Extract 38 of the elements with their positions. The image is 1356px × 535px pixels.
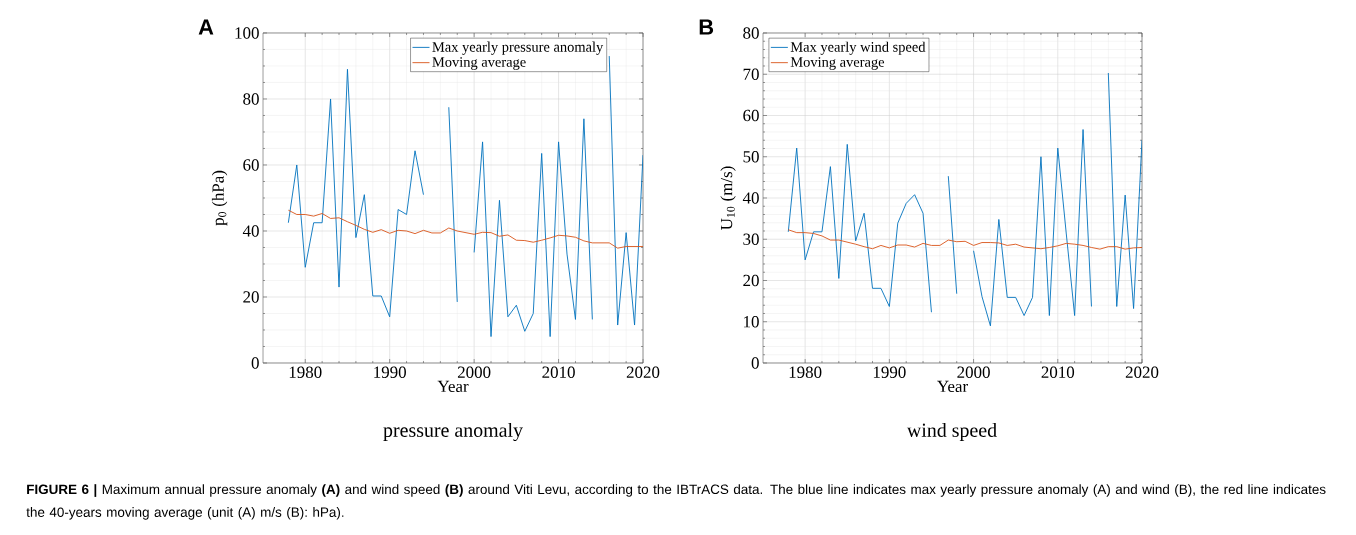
y-tick-label: 40	[742, 192, 759, 204]
x-tick-label: 2000	[957, 366, 990, 378]
x-tick-label: 1990	[873, 366, 906, 378]
y-tick-label: 40	[242, 225, 259, 237]
legend-label: Max yearly wind speed	[790, 41, 926, 55]
y-tick-label: 30	[743, 233, 759, 245]
x-tick-label: 2010	[542, 366, 575, 378]
chart-title: A	[198, 19, 214, 35]
x-tick-label: 1990	[374, 366, 406, 378]
legend-label: Max yearly pressure anomaly	[432, 41, 604, 55]
x-tick-label: 1980	[289, 366, 322, 378]
y-tick-label: 20	[243, 291, 259, 303]
x-axis-title: Year	[937, 380, 968, 393]
y-axis-title: U$_{10}$ (m/s)	[720, 166, 736, 230]
y-tick-label: 20	[743, 274, 759, 287]
y-tick-label: 100	[235, 27, 259, 39]
y-tick-label: 50	[743, 151, 759, 163]
y-tick-label: 0	[751, 357, 759, 369]
y-tick-label: 10	[744, 316, 759, 328]
y-tick-label: 60	[243, 159, 259, 171]
legend-label: Moving average	[790, 57, 885, 70]
legend-label: Moving average	[432, 57, 526, 70]
y-tick-label: 70	[743, 68, 759, 80]
text: pressure anomaly	[383, 422, 523, 442]
y-tick-label: 0	[251, 357, 259, 369]
x-axis-title: Year	[437, 380, 469, 393]
x-tick-label: 2020	[1125, 366, 1159, 378]
x-tick-label: 2020	[626, 366, 660, 378]
y-tick-label: 80	[743, 27, 759, 39]
x-tick-label: 2010	[1041, 366, 1075, 378]
y-tick-label: 60	[743, 109, 759, 122]
y-tick-label: 80	[243, 93, 259, 105]
text: FIGURE 6 | Maximum annual pressure anomaly (A) and wind speed (B) around Viti Levu, according to the IBTrACS data. The blue line indicates max yearly pressure anomaly (A) and wind (B), the red line indicates the 40-years moving average (unit (A) m/s (B): hPa).	[26, 484, 1326, 520]
text: wind speed	[906, 422, 997, 442]
chart-title: B	[699, 19, 714, 35]
y-axis-title: p$_{0}$ (hPa)	[211, 170, 228, 226]
x-tick-label: 1980	[789, 366, 822, 378]
x-tick-label: 2000	[457, 366, 491, 378]
